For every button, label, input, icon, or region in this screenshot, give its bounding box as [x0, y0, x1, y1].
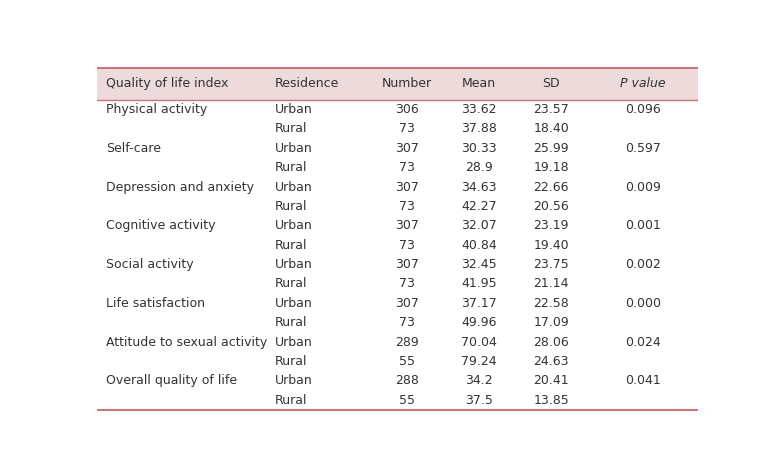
Text: 307: 307	[395, 142, 419, 155]
Text: 23.19: 23.19	[533, 219, 569, 232]
Text: 73: 73	[399, 161, 414, 174]
Text: 33.62: 33.62	[461, 103, 497, 116]
Text: 0.002: 0.002	[625, 258, 660, 271]
Text: 288: 288	[395, 375, 419, 387]
Text: 0.024: 0.024	[625, 336, 660, 349]
Text: 73: 73	[399, 123, 414, 135]
Text: P value: P value	[620, 77, 666, 90]
Text: 21.14: 21.14	[533, 278, 569, 290]
Text: Urban: Urban	[275, 219, 312, 232]
Text: 0.001: 0.001	[625, 219, 660, 232]
Text: 37.5: 37.5	[465, 394, 493, 407]
Text: 289: 289	[395, 336, 418, 349]
Text: 18.40: 18.40	[533, 123, 569, 135]
Text: 73: 73	[399, 200, 414, 213]
Text: 42.27: 42.27	[461, 200, 497, 213]
Text: 34.63: 34.63	[461, 181, 497, 193]
Text: 55: 55	[399, 394, 414, 407]
Text: 19.40: 19.40	[533, 239, 569, 252]
Text: Overall quality of life: Overall quality of life	[106, 375, 237, 387]
Text: 40.84: 40.84	[461, 239, 497, 252]
Text: 13.85: 13.85	[533, 394, 569, 407]
Text: 23.75: 23.75	[533, 258, 569, 271]
Text: 17.09: 17.09	[533, 316, 569, 329]
Text: 19.18: 19.18	[533, 161, 569, 174]
Text: Urban: Urban	[275, 375, 312, 387]
Text: Urban: Urban	[275, 258, 312, 271]
Text: Mean: Mean	[462, 77, 496, 90]
Text: Physical activity: Physical activity	[106, 103, 207, 116]
Text: 23.57: 23.57	[533, 103, 569, 116]
Bar	[97, 68, 698, 100]
Text: 73: 73	[399, 239, 414, 252]
Text: Urban: Urban	[275, 103, 312, 116]
Text: Rural: Rural	[275, 161, 307, 174]
Text: 73: 73	[399, 316, 414, 329]
Text: 25.99: 25.99	[533, 142, 569, 155]
Text: Attitude to sexual activity: Attitude to sexual activity	[106, 336, 267, 349]
Text: Urban: Urban	[275, 297, 312, 310]
Text: 37.88: 37.88	[461, 123, 497, 135]
Text: Rural: Rural	[275, 316, 307, 329]
Text: 20.56: 20.56	[533, 200, 569, 213]
Text: 32.45: 32.45	[461, 258, 497, 271]
Text: 28.9: 28.9	[465, 161, 493, 174]
Text: Number: Number	[382, 77, 431, 90]
Text: 79.24: 79.24	[461, 355, 497, 368]
Text: 34.2: 34.2	[465, 375, 493, 387]
Text: 307: 307	[395, 297, 419, 310]
Text: 73: 73	[399, 278, 414, 290]
Text: SD: SD	[542, 77, 559, 90]
Text: 0.597: 0.597	[625, 142, 660, 155]
Text: Residence: Residence	[275, 77, 339, 90]
Text: 0.000: 0.000	[625, 297, 661, 310]
Text: Rural: Rural	[275, 239, 307, 252]
Text: Urban: Urban	[275, 142, 312, 155]
Text: 20.41: 20.41	[533, 375, 569, 387]
Text: 24.63: 24.63	[533, 355, 569, 368]
Text: 49.96: 49.96	[461, 316, 497, 329]
Text: 307: 307	[395, 219, 419, 232]
Text: 37.17: 37.17	[461, 297, 497, 310]
Text: 55: 55	[399, 355, 414, 368]
Text: Self-care: Self-care	[106, 142, 161, 155]
Text: Cognitive activity: Cognitive activity	[106, 219, 216, 232]
Text: 32.07: 32.07	[461, 219, 497, 232]
Text: Urban: Urban	[275, 181, 312, 193]
Text: 0.009: 0.009	[625, 181, 660, 193]
Text: 306: 306	[395, 103, 418, 116]
Text: 0.041: 0.041	[625, 375, 660, 387]
Text: Life satisfaction: Life satisfaction	[106, 297, 205, 310]
Text: Rural: Rural	[275, 278, 307, 290]
Text: 70.04: 70.04	[461, 336, 497, 349]
Text: 30.33: 30.33	[461, 142, 497, 155]
Text: Urban: Urban	[275, 336, 312, 349]
Text: 22.58: 22.58	[533, 297, 569, 310]
Text: 22.66: 22.66	[533, 181, 569, 193]
Text: 28.06: 28.06	[533, 336, 569, 349]
Text: 41.95: 41.95	[461, 278, 497, 290]
Text: Rural: Rural	[275, 355, 307, 368]
Text: Rural: Rural	[275, 123, 307, 135]
Text: Rural: Rural	[275, 394, 307, 407]
Text: Depression and anxiety: Depression and anxiety	[106, 181, 254, 193]
Text: Rural: Rural	[275, 200, 307, 213]
Text: 0.096: 0.096	[625, 103, 660, 116]
Text: 307: 307	[395, 258, 419, 271]
Text: Quality of life index: Quality of life index	[106, 77, 228, 90]
Text: Social activity: Social activity	[106, 258, 194, 271]
Text: 307: 307	[395, 181, 419, 193]
